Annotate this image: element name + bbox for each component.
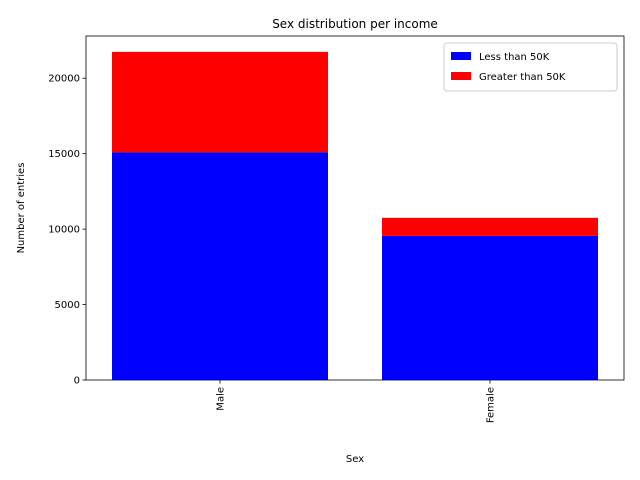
legend-label-0: Less than 50K (479, 52, 550, 63)
y-tick-label: 15000 (48, 149, 80, 160)
legend: Less than 50K Greater than 50K (443, 42, 618, 92)
y-tick-label: 20000 (48, 74, 80, 85)
x-axis-label: Sex (346, 454, 364, 465)
bar-female-series-0 (382, 235, 598, 380)
legend-swatch-1 (451, 72, 471, 80)
bar-female-series-1 (382, 217, 598, 236)
y-tick-label: 10000 (48, 225, 80, 236)
y-tick-label: 0 (74, 376, 80, 387)
bars-group (112, 51, 598, 380)
legend-box (443, 42, 618, 92)
x-tick-label-female: Female (486, 387, 497, 423)
bar-male-series-1 (112, 51, 328, 153)
y-axis: 0 5000 10000 15000 20000 (48, 74, 86, 387)
legend-label-1: Greater than 50K (479, 72, 566, 83)
y-tick-label: 5000 (55, 300, 80, 311)
legend-swatch-0 (451, 52, 471, 60)
chart-title: Sex distribution per income (272, 17, 438, 31)
y-axis-label: Number of entries (16, 163, 27, 254)
x-axis: Male Female (216, 380, 497, 423)
plot-frame (85, 35, 625, 381)
bar-male-series-0 (112, 152, 328, 380)
x-tick-label-male: Male (216, 387, 227, 411)
